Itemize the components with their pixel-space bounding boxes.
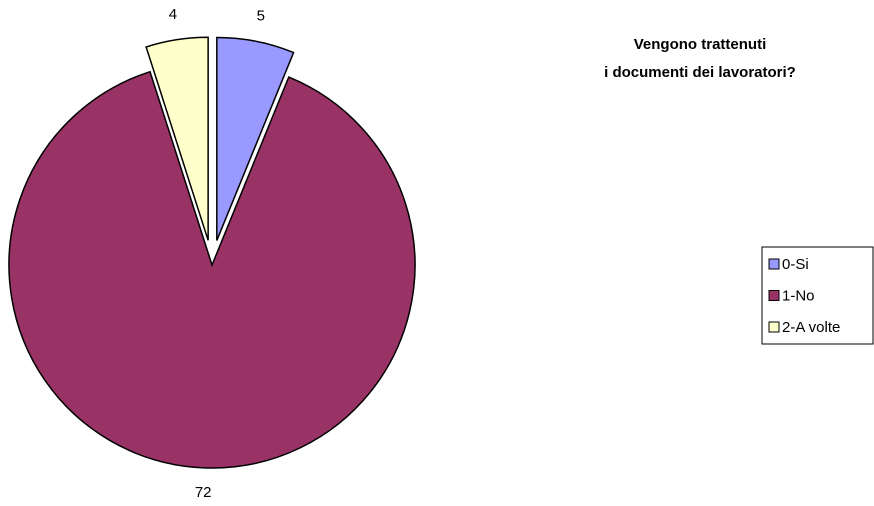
- data-label: 5: [257, 8, 265, 25]
- legend-label: 0-Si: [782, 256, 809, 273]
- data-label: 72: [195, 484, 212, 501]
- legend-swatch: [768, 258, 780, 270]
- pie-slice: [145, 36, 209, 241]
- legend-swatch: [768, 290, 780, 301]
- data-label: 4: [169, 6, 177, 23]
- chart-title: i documenti dei lavoratori?: [604, 64, 796, 81]
- legend-box: [761, 246, 874, 345]
- chart-title: Vengono trattenuti: [634, 36, 767, 53]
- pie-slice: [216, 36, 295, 241]
- legend-swatch: [768, 321, 780, 333]
- pie-slice: [8, 70, 416, 469]
- legend-label: 2-A volte: [782, 319, 840, 336]
- legend-label: 1-No: [782, 287, 815, 304]
